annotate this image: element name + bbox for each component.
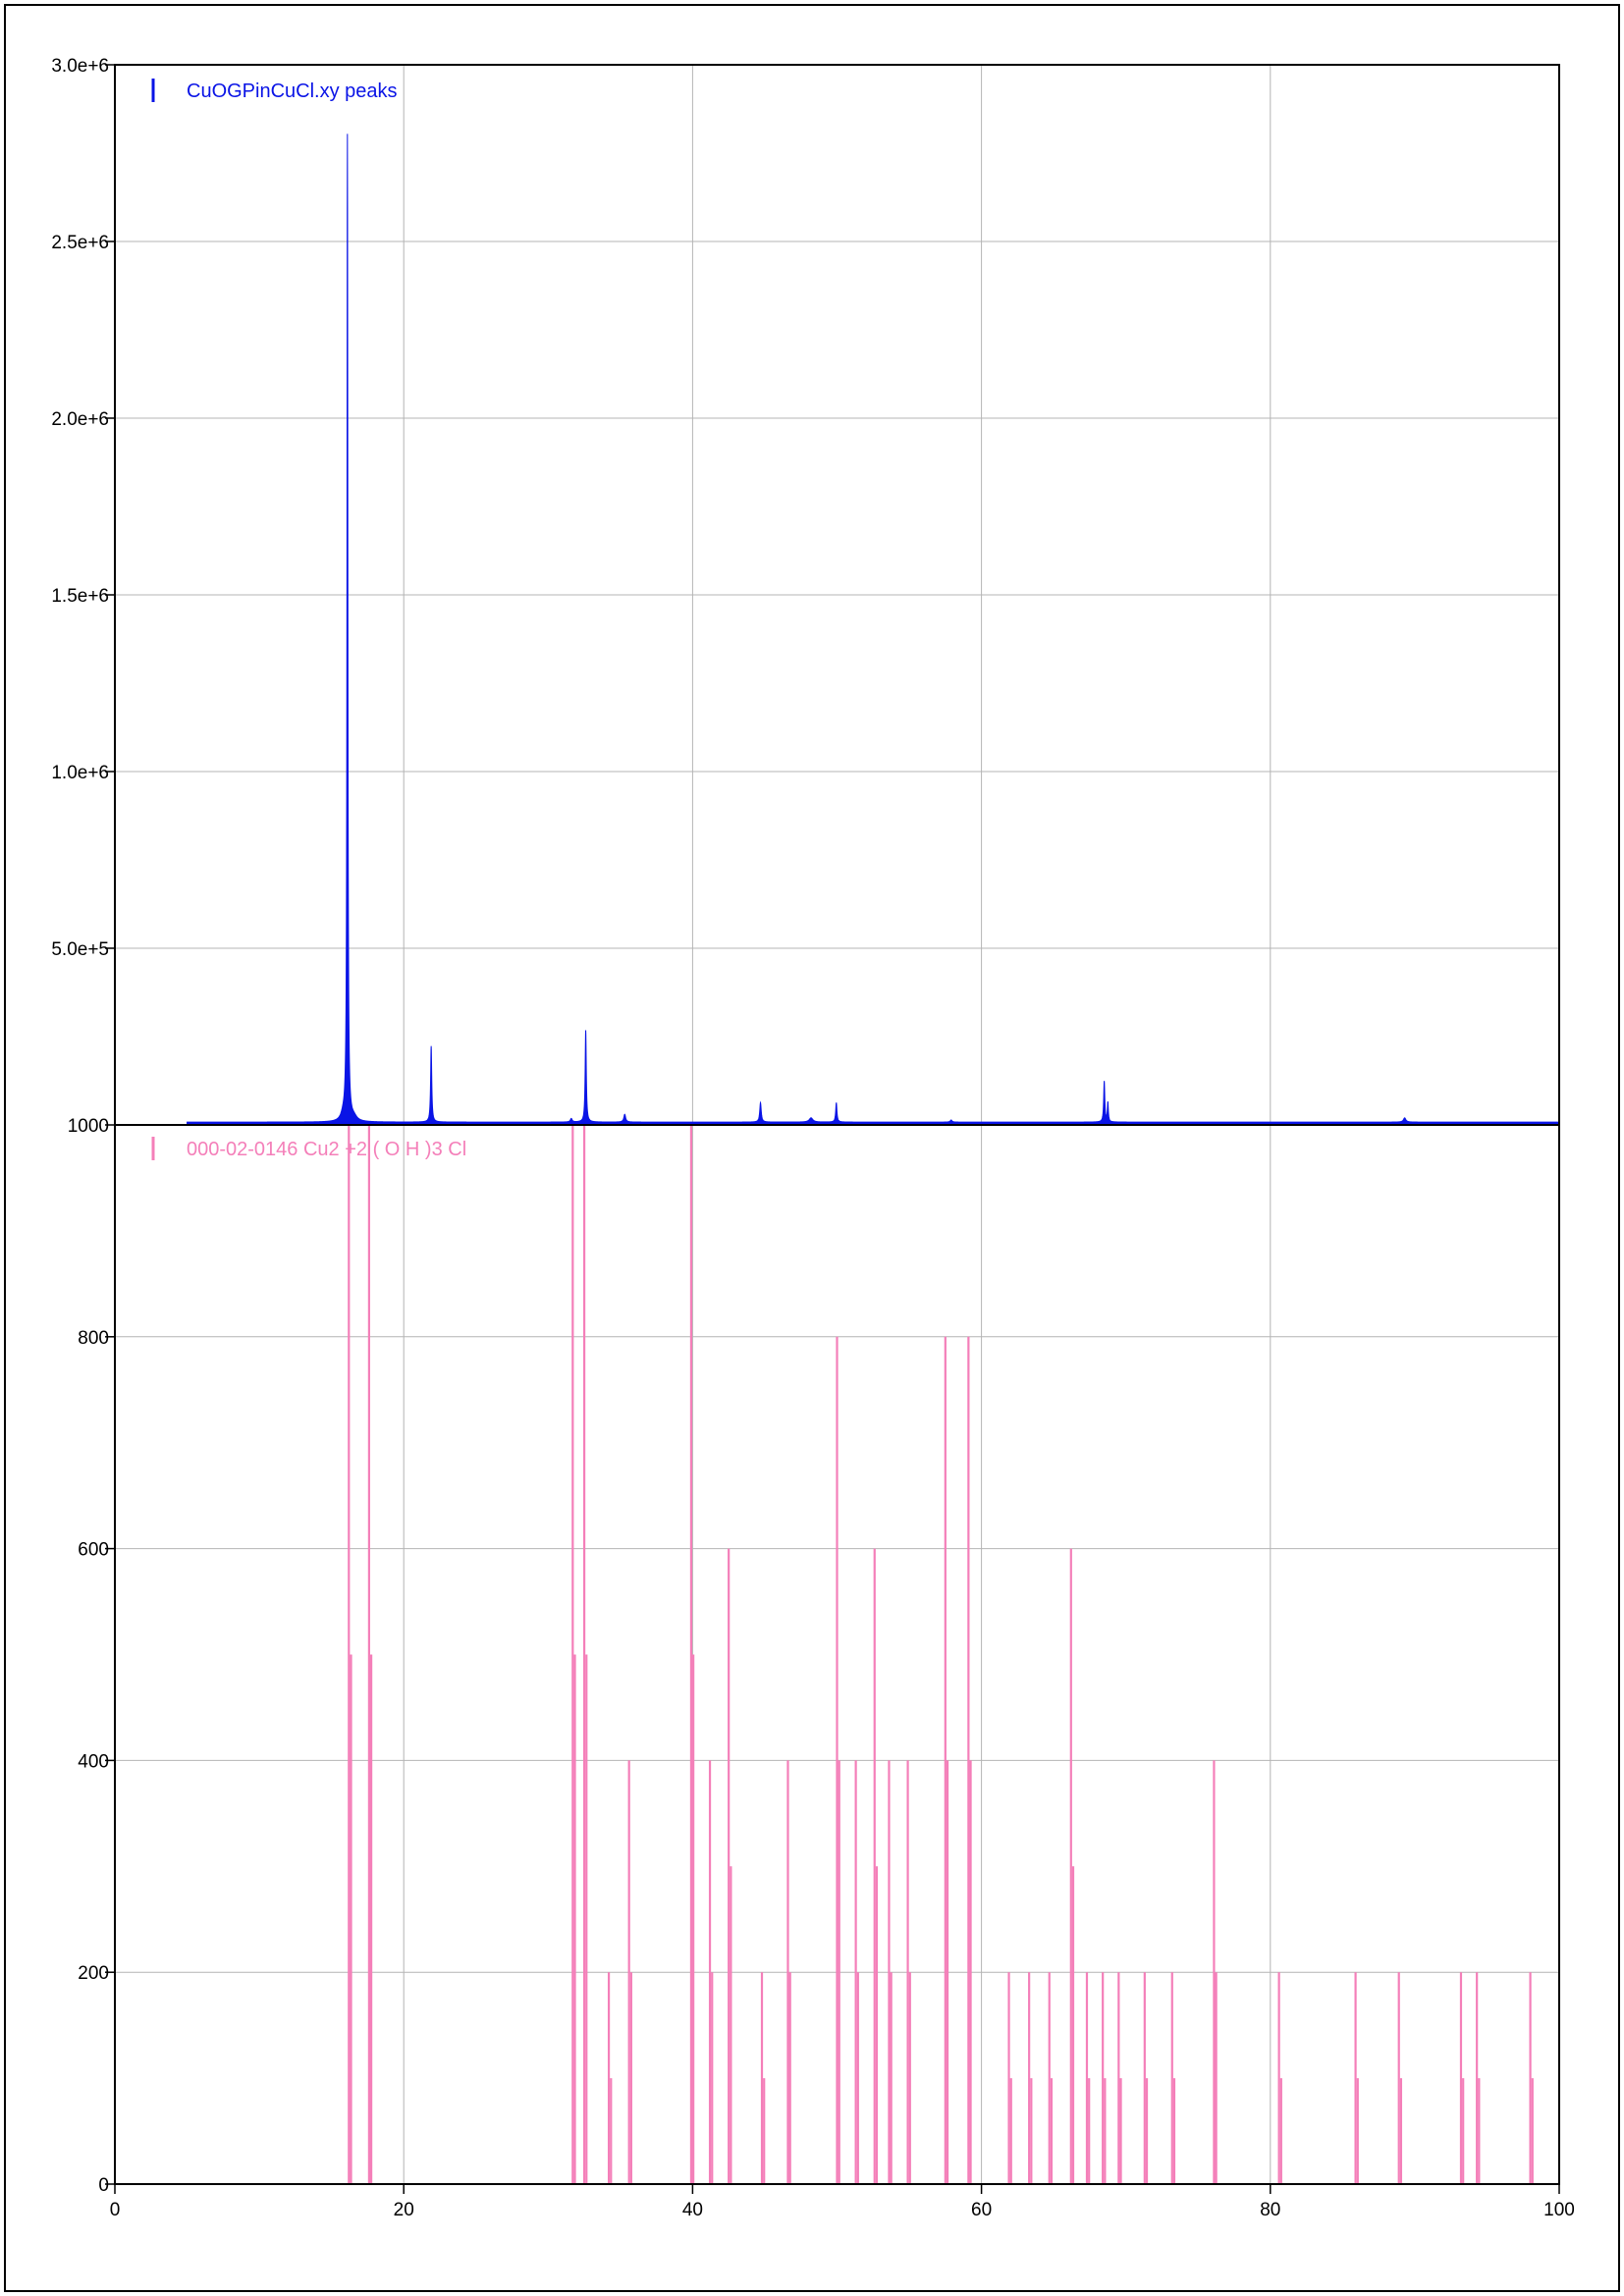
bottom-y-tick-label: 800 <box>78 1328 109 1349</box>
top-legend-label: CuOGPinCuCl.xy peaks <box>187 80 398 102</box>
axes-layer <box>105 64 1560 2194</box>
bottom-legend: 000-02-0146 Cu2 +2 ( O H )3 Cl <box>151 1137 466 1160</box>
top-panel-plot <box>187 133 1560 1126</box>
x-tick-label: 40 <box>682 2200 703 2220</box>
bottom-panel-plot <box>348 1125 1534 2184</box>
top-y-tick-label: 2.0e+6 <box>51 409 109 430</box>
bottom-y-tick-label: 400 <box>78 1751 109 1772</box>
pattern-series-line <box>187 133 1560 1126</box>
x-tick-label: 0 <box>110 2200 121 2220</box>
bottom-y-tick-label: 200 <box>78 1963 109 1984</box>
top-y-tick-label: 1000 <box>68 1116 109 1137</box>
top-y-tick-label: 2.5e+6 <box>51 233 109 253</box>
bottom-legend-label: 000-02-0146 Cu2 +2 ( O H )3 Cl <box>187 1139 466 1160</box>
tick-labels-layer: 0 20 40 60 80 100 1000 5.0e+5 1.0e+6 1.5e+6 2.0e+6… <box>51 56 1575 2220</box>
top-y-tick-label: 1.0e+6 <box>51 763 109 783</box>
bottom-y-tick-label: 0 <box>98 2175 109 2196</box>
page-frame <box>4 4 1620 2292</box>
top-y-tick-label: 1.5e+6 <box>51 586 109 607</box>
top-y-tick-label: 3.0e+6 <box>51 56 109 77</box>
top-y-tick-label: 5.0e+5 <box>51 939 109 960</box>
x-tick-label: 60 <box>971 2200 992 2220</box>
x-tick-label: 100 <box>1543 2200 1575 2220</box>
x-tick-label: 80 <box>1260 2200 1280 2220</box>
x-tick-label: 20 <box>394 2200 414 2220</box>
bottom-y-tick-label: 600 <box>78 1540 109 1561</box>
top-legend: CuOGPinCuCl.xy peaks <box>151 79 398 102</box>
